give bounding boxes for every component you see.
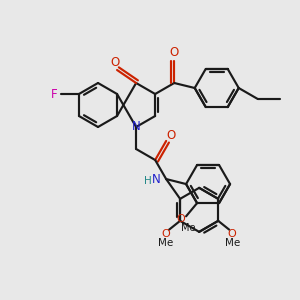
Text: Me: Me — [225, 238, 240, 248]
Text: Me: Me — [158, 238, 174, 248]
Text: O: O — [177, 214, 185, 224]
Text: N: N — [132, 121, 140, 134]
Text: Me: Me — [181, 223, 195, 233]
Text: O: O — [162, 229, 170, 239]
Text: N: N — [152, 172, 161, 186]
Text: O: O — [228, 229, 237, 239]
Text: H: H — [144, 176, 152, 186]
Text: F: F — [51, 88, 58, 100]
Text: O: O — [110, 56, 120, 68]
Text: O: O — [169, 46, 179, 59]
Text: O: O — [167, 129, 176, 142]
